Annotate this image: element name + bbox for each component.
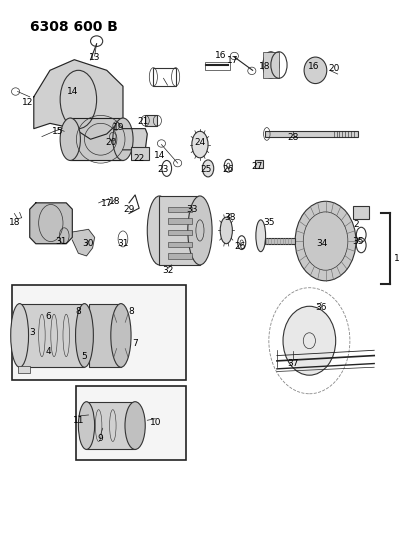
Ellipse shape	[147, 196, 172, 265]
Text: 8: 8	[75, 307, 81, 316]
Ellipse shape	[192, 131, 208, 158]
Text: 22: 22	[133, 155, 145, 164]
Text: 14: 14	[67, 87, 78, 96]
Bar	[145, 115, 157, 126]
Text: 32: 32	[163, 266, 174, 274]
Text: 15: 15	[52, 127, 64, 136]
Text: 18: 18	[109, 197, 121, 206]
Text: 8: 8	[128, 307, 134, 316]
Ellipse shape	[111, 304, 131, 367]
Text: 25: 25	[200, 165, 212, 174]
Text: 16: 16	[308, 62, 319, 70]
Ellipse shape	[75, 304, 93, 367]
Ellipse shape	[188, 196, 212, 265]
Bar	[168, 207, 192, 212]
Text: 34: 34	[316, 239, 327, 248]
Text: 4: 4	[45, 347, 51, 356]
Text: 20: 20	[105, 139, 117, 148]
Bar	[18, 366, 30, 373]
Bar	[168, 241, 192, 247]
Bar	[353, 206, 369, 219]
Text: 35: 35	[263, 218, 275, 227]
Text: 6: 6	[45, 312, 51, 321]
Text: 9: 9	[98, 434, 104, 443]
Ellipse shape	[283, 306, 336, 375]
Polygon shape	[70, 118, 123, 160]
Text: 3: 3	[29, 328, 35, 337]
Text: 6308 600 B: 6308 600 B	[30, 20, 118, 34]
Text: 13: 13	[89, 53, 100, 62]
Bar	[265, 238, 295, 244]
Text: 27: 27	[251, 163, 262, 171]
Polygon shape	[30, 203, 72, 244]
Bar	[168, 230, 192, 235]
Polygon shape	[72, 229, 95, 256]
Text: 7: 7	[132, 339, 138, 348]
Text: 33: 33	[186, 205, 197, 214]
Bar	[255, 160, 263, 168]
Ellipse shape	[78, 402, 95, 449]
Ellipse shape	[11, 304, 29, 367]
Ellipse shape	[60, 118, 80, 160]
Text: 12: 12	[22, 98, 33, 107]
Bar	[20, 304, 84, 367]
Bar	[263, 52, 279, 78]
Ellipse shape	[256, 220, 266, 252]
Text: 24: 24	[194, 139, 206, 148]
Ellipse shape	[113, 118, 133, 160]
Bar	[89, 304, 121, 367]
Text: 26: 26	[235, 242, 246, 251]
Text: 11: 11	[73, 416, 84, 425]
Bar	[168, 253, 192, 259]
Bar	[86, 402, 135, 449]
Text: 26: 26	[223, 165, 234, 174]
Text: 36: 36	[316, 303, 327, 312]
Text: 2: 2	[353, 220, 359, 229]
Text: 30: 30	[83, 239, 94, 248]
Ellipse shape	[263, 52, 279, 78]
Text: 23: 23	[158, 165, 169, 174]
Ellipse shape	[220, 217, 233, 244]
Text: 31: 31	[55, 237, 67, 246]
Text: 35: 35	[352, 237, 364, 246]
Ellipse shape	[295, 201, 356, 281]
Text: 20: 20	[328, 64, 339, 73]
Bar	[131, 147, 149, 160]
Ellipse shape	[304, 57, 327, 84]
Bar	[168, 218, 192, 223]
Text: 29: 29	[123, 205, 135, 214]
Text: 10: 10	[150, 418, 161, 427]
Text: 19: 19	[113, 123, 125, 132]
Polygon shape	[123, 128, 147, 150]
Bar	[205, 62, 230, 70]
Ellipse shape	[202, 160, 214, 177]
Text: 21: 21	[137, 117, 149, 126]
Text: 17: 17	[226, 56, 238, 65]
Text: 17: 17	[101, 199, 113, 208]
Text: 37: 37	[287, 359, 299, 367]
Text: 31: 31	[117, 239, 129, 248]
Bar	[76, 386, 186, 460]
Text: 18: 18	[259, 62, 271, 70]
Text: 28: 28	[288, 133, 299, 142]
Text: 5: 5	[82, 352, 87, 361]
Ellipse shape	[125, 402, 145, 449]
Text: 38: 38	[224, 213, 236, 222]
Polygon shape	[34, 60, 123, 139]
Text: 14: 14	[154, 151, 165, 160]
Text: 16: 16	[215, 51, 226, 60]
Text: 18: 18	[9, 218, 20, 227]
Bar	[153, 68, 175, 86]
Bar	[265, 131, 358, 136]
Text: 1: 1	[394, 254, 399, 263]
Bar	[160, 196, 200, 265]
Bar	[11, 285, 186, 381]
